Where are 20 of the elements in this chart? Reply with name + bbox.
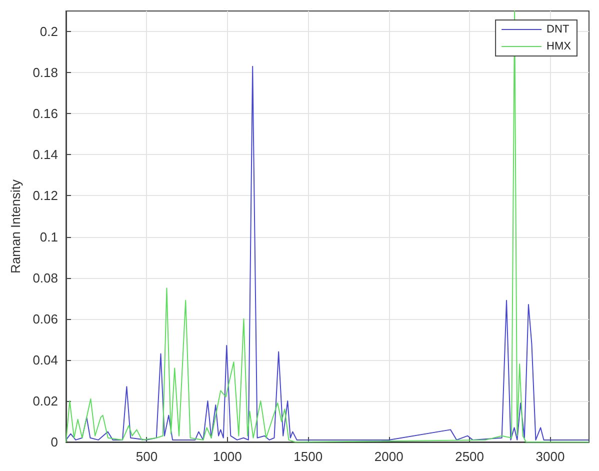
x-tick-label: 1500 xyxy=(294,449,323,464)
y-tick-label: 0.12 xyxy=(32,188,58,204)
x-tick-label: 500 xyxy=(136,449,158,464)
x-tick-label: 1000 xyxy=(212,449,242,464)
y-tick-label: 0.04 xyxy=(32,352,58,368)
x-tick-label: 3000 xyxy=(536,449,565,464)
legend-label: HMX xyxy=(546,40,572,52)
y-axis-title: Raman Intensity xyxy=(8,179,23,274)
y-tick-label: 0.14 xyxy=(32,147,58,162)
legend-label: DNT xyxy=(546,24,570,36)
y-tick-label: 0.18 xyxy=(32,65,58,80)
y-tick-label: 0.06 xyxy=(32,311,58,326)
y-tick-label: 0 xyxy=(50,434,58,450)
y-tick-label: 0.16 xyxy=(32,106,58,122)
x-tick-label: 2000 xyxy=(374,449,404,464)
y-tick-label: 0.08 xyxy=(32,270,58,286)
x-tick-label: 2500 xyxy=(455,449,484,464)
y-tick-label: 0.2 xyxy=(40,24,58,40)
y-tick-label: 0.02 xyxy=(32,393,58,408)
y-tick-label: 0.1 xyxy=(40,229,58,244)
